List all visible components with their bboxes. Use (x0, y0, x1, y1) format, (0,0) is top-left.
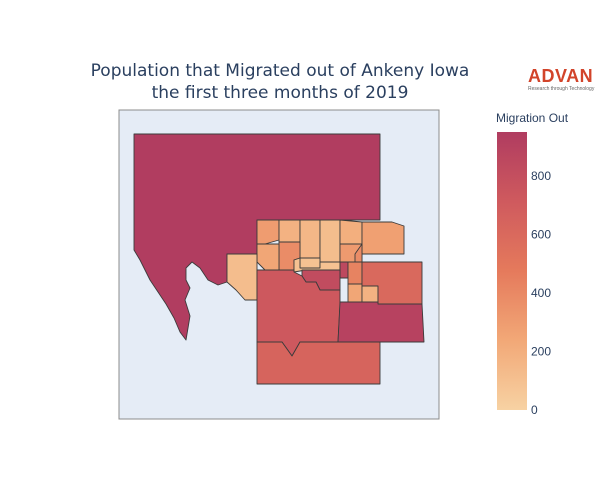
region-north-7[interactable] (361, 221, 405, 255)
region-mid-7[interactable] (347, 283, 363, 303)
region-north-3[interactable] (299, 219, 321, 259)
logo-tagline: Research through Technology (528, 86, 595, 92)
region-mid-4[interactable] (339, 261, 349, 279)
colorbar-title: Migration Out (496, 111, 569, 125)
region-mid-5[interactable] (347, 261, 363, 285)
chart-title-line-2: the first three months of 2019 (152, 83, 409, 103)
region-mid-3[interactable] (293, 257, 341, 273)
region-mid-8[interactable] (361, 285, 379, 303)
colorbar: Migration Out 0 200 400 600 800 (496, 111, 569, 417)
chart-title-line-1: Population that Migrated out of Ankeny I… (91, 61, 470, 81)
region-north-1[interactable] (256, 219, 280, 245)
advan-logo: ADVAN Research through Technology (528, 66, 595, 92)
region-north-9[interactable] (299, 257, 321, 269)
region-mid-2[interactable] (226, 253, 258, 301)
map-regions (133, 133, 425, 385)
colorbar-tick-label: 200 (531, 344, 551, 358)
colorbar-tick-label: 0 (531, 403, 538, 417)
colorbar-tick-label: 400 (531, 286, 551, 300)
colorbar-gradient (497, 132, 527, 410)
logo-wordmark: ADVAN (528, 66, 593, 86)
region-north-5[interactable] (319, 219, 341, 263)
region-north-2[interactable] (278, 219, 301, 243)
region-southeast[interactable] (337, 301, 425, 343)
region-north-6[interactable] (339, 219, 363, 245)
colorbar-ticks: 0 200 400 600 800 (531, 169, 551, 417)
region-south[interactable] (256, 341, 381, 385)
colorbar-tick-label: 600 (531, 227, 551, 241)
colorbar-tick-label: 800 (531, 169, 551, 183)
